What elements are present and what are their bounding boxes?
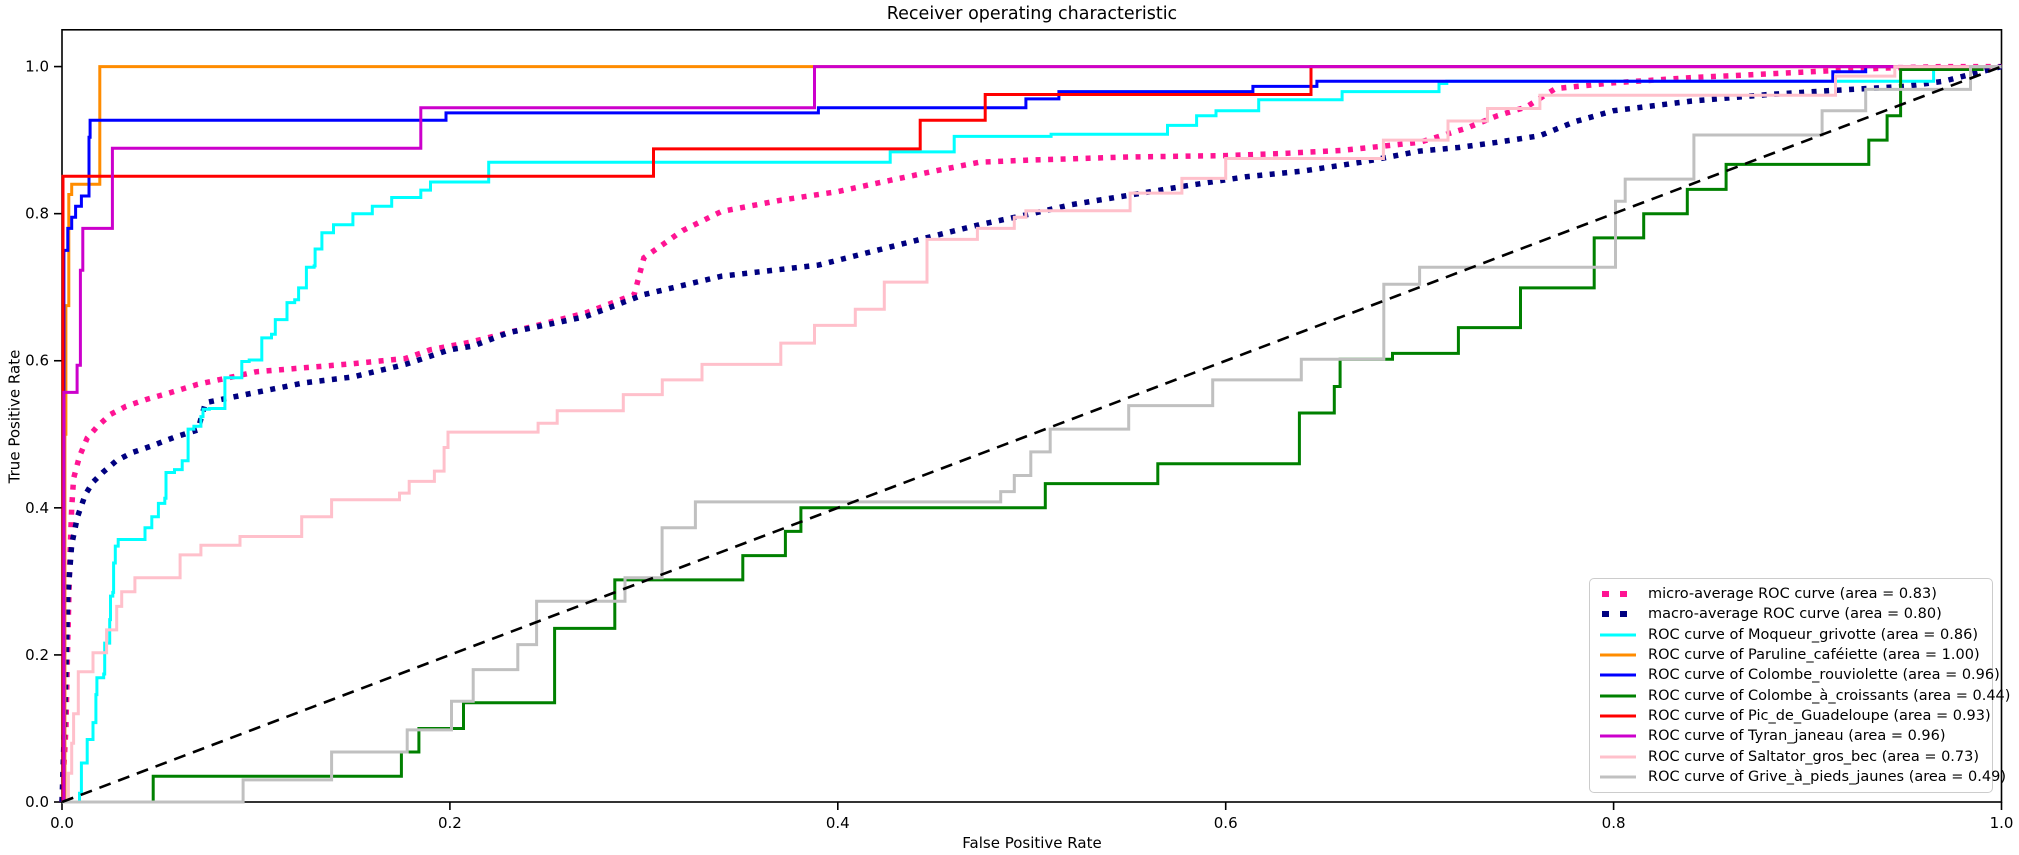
y-tick-label: 0.2 [25, 646, 49, 664]
roc-curve-Grive_à_pieds_jaunes [62, 65, 2002, 804]
legend-swatch-solid-line [1600, 755, 1636, 759]
legend-swatch-dotted-line [1602, 591, 1631, 598]
legend-label: ROC curve of Tyran_janeau (area = 0.96) [1648, 728, 1946, 745]
legend: micro-average ROC curve (area = 0.83) mac… [1589, 578, 2010, 793]
legend-swatch-dotted-line [1602, 611, 1631, 618]
roc-curve-Pic_de_Guadeloupe [61, 65, 2002, 804]
legend-item: ROC curve of Saltator_gros_bec (area = 0… [1598, 747, 1986, 767]
y-tick-label: 0.0 [25, 793, 49, 811]
y-tick-label: 1.0 [25, 58, 49, 76]
chance-diagonal [61, 65, 2002, 804]
legend-label: ROC curve of Paruline_caféiette (area = … [1648, 647, 1980, 664]
legend-item: ROC curve of Moqueur_grivotte (area = 0.… [1598, 625, 1986, 645]
legend-item: macro-average ROC curve (area = 0.80) [1598, 604, 1986, 624]
legend-item: ROC curve of Pic_de_Guadeloupe (area = 0… [1598, 706, 1991, 726]
legend-swatch-solid-line [1600, 734, 1636, 738]
legend-swatch-solid-line [1600, 775, 1636, 779]
roc-curve-micro-average [59, 63, 2002, 803]
x-tick-label: 0.4 [826, 814, 850, 832]
legend-item: ROC curve of Colombe_rouviolette (area =… [1598, 665, 2000, 685]
x-tick-label: 0.6 [1214, 814, 1238, 832]
x-tick-label: 0.8 [1602, 814, 1626, 832]
legend-swatch-solid-line [1600, 653, 1636, 657]
roc-curve-Saltator_gros_bec [62, 65, 2002, 804]
legend-swatch-solid-line [1600, 694, 1636, 698]
legend-swatch-solid-line [1600, 714, 1636, 718]
x-tick-label: 1.0 [1990, 814, 2014, 832]
legend-label: ROC curve of Moqueur_grivotte (area = 0.… [1648, 626, 1978, 643]
y-axis-label: True Positive Rate [5, 349, 24, 484]
roc-curve-macro-average [59, 63, 2003, 803]
legend-swatch-solid-line [1600, 633, 1636, 637]
x-axis-label: False Positive Rate [962, 834, 1102, 852]
y-tick-label: 0.8 [25, 205, 49, 223]
y-tick-label: 0.4 [25, 499, 49, 517]
legend-item: ROC curve of Tyran_janeau (area = 0.96) [1598, 726, 1986, 746]
roc-curve-Colombe_à_croissants [62, 65, 2002, 804]
legend-label: ROC curve of Saltator_gros_bec (area = 0… [1648, 748, 1980, 765]
legend-label: macro-average ROC curve (area = 0.80) [1648, 606, 1942, 623]
x-tick-label: 0.0 [50, 814, 74, 832]
legend-item: ROC curve of Grive_à_pieds_jaunes (area … [1598, 767, 2006, 787]
legend-swatch-solid-line [1600, 673, 1636, 677]
legend-label: ROC curve of Colombe_à_croissants (area … [1648, 687, 2011, 704]
legend-item: micro-average ROC curve (area = 0.83) [1598, 584, 1986, 604]
y-tick-label: 0.6 [25, 352, 49, 370]
legend-label: ROC curve of Grive_à_pieds_jaunes (area … [1648, 768, 2006, 785]
legend-item: ROC curve of Colombe_à_croissants (area … [1598, 686, 2010, 706]
legend-label: micro-average ROC curve (area = 0.83) [1648, 586, 1937, 603]
roc-curve-Moqueur_grivotte [62, 65, 2002, 804]
legend-item: ROC curve of Paruline_caféiette (area = … [1598, 645, 1986, 665]
roc-curve-Colombe_rouviolette [62, 65, 2002, 804]
x-tick-label: 0.2 [438, 814, 462, 832]
chart-title: Receiver operating characteristic [886, 4, 1178, 24]
legend-label: ROC curve of Pic_de_Guadeloupe (area = 0… [1648, 707, 1991, 724]
legend-label: ROC curve of Colombe_rouviolette (area =… [1648, 667, 2000, 684]
roc-curve-Tyran_janeau [62, 65, 2002, 804]
